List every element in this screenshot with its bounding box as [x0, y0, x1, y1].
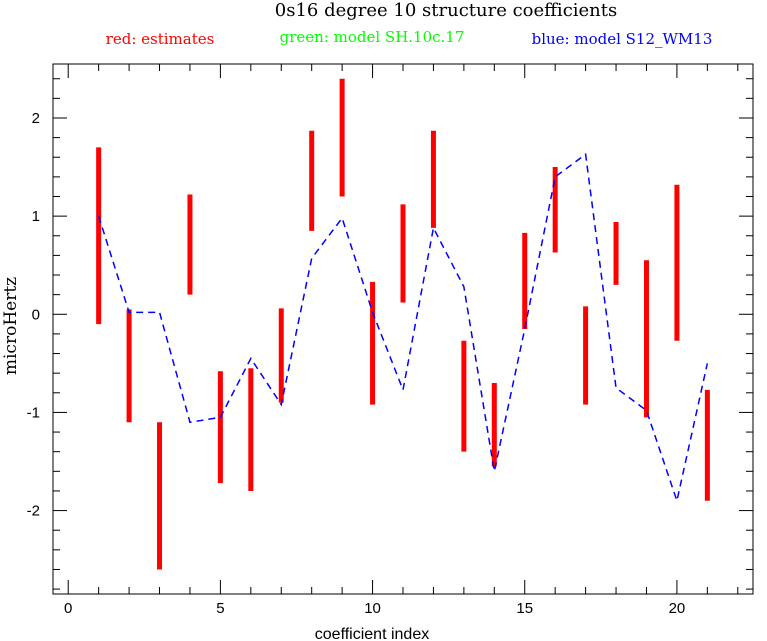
- x-tick-label: 20: [669, 600, 686, 617]
- x-tick-label: 5: [216, 600, 224, 617]
- legend-estimates: red: estimates: [106, 30, 215, 48]
- chart-title: 0s16 degree 10 structure coefficients: [275, 0, 618, 21]
- axis-ticks: [53, 64, 753, 594]
- x-tick-label: 0: [64, 600, 72, 617]
- legend-model-sh: green: model SH.10c.17: [280, 28, 465, 46]
- x-tick-label: 15: [516, 600, 533, 617]
- estimate-errorbars: [96, 78, 710, 570]
- x-tick-label: 10: [364, 600, 381, 617]
- tick-labels: 0 5 10 15 20 -2 -1 0 1 2: [27, 110, 686, 617]
- y-axis-label: microHertz: [1, 277, 21, 375]
- y-tick-label: 2: [32, 110, 40, 127]
- legend-model-s12: blue: model S12_WM13: [532, 30, 713, 48]
- y-tick-label: -1: [27, 404, 40, 421]
- y-tick-label: 1: [32, 208, 40, 225]
- model-lines: [97, 152, 709, 504]
- x-axis-label: coefficient index: [315, 626, 429, 641]
- model-line-s12-wm13: [97, 152, 709, 504]
- y-tick-label: 0: [32, 306, 40, 323]
- y-tick-label: -2: [27, 503, 40, 520]
